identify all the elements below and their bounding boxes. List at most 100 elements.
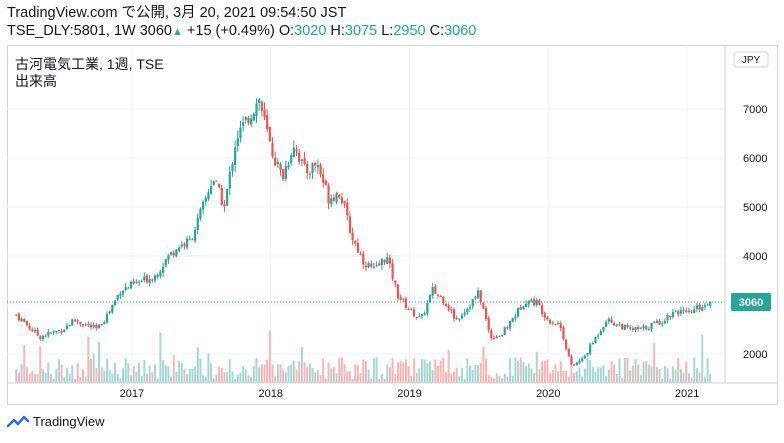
volume-bar — [306, 366, 309, 383]
candle — [119, 291, 122, 300]
volume-bar — [140, 375, 143, 383]
volume-bar — [271, 364, 274, 383]
candle — [621, 323, 624, 330]
candle — [33, 327, 37, 333]
candle — [455, 315, 458, 320]
candle — [132, 278, 135, 285]
candle — [492, 335, 496, 340]
volume-bar — [263, 364, 266, 383]
volume-bar — [591, 366, 594, 383]
volume-bar — [156, 378, 159, 383]
volume-bar — [607, 369, 610, 383]
volume-bar — [615, 373, 618, 383]
volume-bar — [97, 342, 100, 383]
volume-bar — [538, 369, 541, 383]
volume-bar — [258, 367, 261, 383]
volume-bar — [474, 364, 477, 383]
candle — [39, 335, 42, 341]
volume-bar — [546, 359, 549, 383]
candle — [327, 183, 330, 210]
chart-frame — [7, 45, 778, 405]
volume-bar — [76, 363, 79, 383]
x-tick-label: 2019 — [397, 388, 421, 400]
candle — [135, 279, 138, 284]
candle — [685, 307, 688, 314]
price-chart[interactable]: 200030004000500060007000 201720182019202… — [7, 45, 778, 405]
volume-bar — [613, 365, 616, 383]
x-tick-label: 2021 — [675, 388, 699, 400]
volume-bar — [31, 371, 34, 383]
candle — [271, 137, 274, 159]
volume-bar — [17, 372, 20, 383]
candle — [111, 304, 114, 314]
volume-bar — [650, 366, 653, 383]
candle — [100, 323, 103, 326]
candle — [298, 148, 301, 165]
volume-bar — [175, 371, 178, 383]
volume-bar — [626, 357, 629, 383]
volume-bar — [370, 378, 373, 383]
volume-bar — [164, 365, 167, 383]
volume-bar — [343, 364, 346, 383]
volume-bar — [180, 362, 183, 383]
volume-bar — [506, 376, 509, 383]
candle — [311, 162, 314, 179]
candle — [682, 307, 685, 315]
candle — [535, 297, 538, 308]
volume-bar — [191, 369, 194, 383]
candle — [145, 273, 149, 284]
volume-bar — [252, 366, 255, 383]
volume-bar — [162, 360, 165, 383]
candle — [679, 307, 682, 317]
volume-bar — [106, 359, 109, 383]
candle — [543, 311, 546, 321]
volume-bar — [367, 369, 370, 383]
volume-bar — [399, 361, 402, 383]
volume-bar — [466, 358, 469, 383]
candle — [188, 235, 191, 241]
volume-bar — [509, 357, 512, 383]
volume-bar — [327, 362, 330, 383]
candle — [639, 327, 642, 329]
volume-bar — [527, 363, 530, 383]
volume-bar — [239, 372, 242, 383]
candle — [570, 354, 573, 365]
volume-bar — [196, 347, 199, 383]
volume-bar — [65, 368, 68, 383]
candle — [578, 358, 581, 365]
volume-bar — [674, 369, 677, 383]
candle — [153, 274, 157, 283]
up-arrow-icon: ▲ — [171, 26, 183, 38]
currency-badge[interactable] — [733, 51, 769, 68]
candle — [508, 320, 512, 332]
grid — [7, 45, 725, 383]
volume-bar — [685, 361, 688, 383]
volume-bar — [402, 362, 405, 383]
volume-bar — [204, 376, 207, 383]
candle — [452, 307, 456, 322]
candle — [151, 278, 154, 283]
candle — [519, 304, 522, 311]
volume-bar — [124, 358, 127, 383]
volume-bar — [295, 369, 298, 383]
candle — [191, 237, 194, 241]
candle — [375, 261, 378, 267]
volume-bar — [68, 373, 71, 383]
candle — [47, 329, 50, 338]
candle — [677, 309, 680, 317]
candle — [407, 307, 410, 310]
candle — [44, 334, 47, 338]
candle — [212, 180, 215, 186]
volume-bar — [391, 358, 394, 383]
volume-bar — [698, 372, 701, 383]
volume-bar — [132, 366, 135, 383]
volume-bar — [666, 368, 669, 383]
candle — [60, 328, 63, 335]
candle — [185, 235, 189, 250]
candle — [159, 269, 162, 279]
volume-bar — [671, 366, 674, 383]
candle — [380, 258, 384, 270]
volume-bar — [199, 359, 202, 383]
volume-bar — [234, 378, 237, 383]
candle — [626, 323, 629, 329]
